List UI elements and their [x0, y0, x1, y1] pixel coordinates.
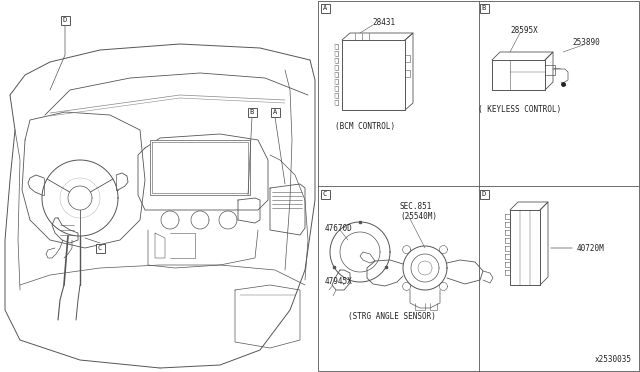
Text: SEC.851: SEC.851: [400, 202, 433, 211]
Text: D: D: [482, 191, 486, 197]
Text: (BCM CONTROL): (BCM CONTROL): [335, 122, 395, 131]
Text: 253890: 253890: [572, 38, 600, 46]
Text: C: C: [98, 245, 102, 251]
Text: A: A: [273, 109, 277, 115]
Text: D: D: [63, 17, 67, 23]
Text: 28431: 28431: [372, 17, 395, 26]
Text: A: A: [323, 5, 327, 11]
Text: ( KEYLESS CONTROL): ( KEYLESS CONTROL): [478, 105, 562, 114]
Text: 40720M: 40720M: [577, 244, 605, 253]
Bar: [318, 1, 639, 371]
Text: x2530035: x2530035: [595, 355, 632, 364]
Text: 47945X: 47945X: [325, 278, 353, 286]
Text: B: B: [482, 5, 486, 11]
Bar: [479, 3, 488, 13]
Bar: [321, 189, 330, 199]
Text: 28595X: 28595X: [510, 26, 538, 35]
Text: B: B: [250, 109, 254, 115]
Text: C: C: [323, 191, 327, 197]
Bar: [479, 189, 488, 199]
Text: (STRG ANGLE SENSOR): (STRG ANGLE SENSOR): [348, 312, 436, 321]
Bar: [321, 3, 330, 13]
Bar: [248, 108, 257, 116]
Text: 47670D: 47670D: [325, 224, 353, 232]
Text: (25540M): (25540M): [400, 212, 437, 221]
Bar: [271, 108, 280, 116]
Bar: [61, 16, 70, 25]
Bar: [150, 140, 250, 195]
Bar: [95, 244, 104, 253]
